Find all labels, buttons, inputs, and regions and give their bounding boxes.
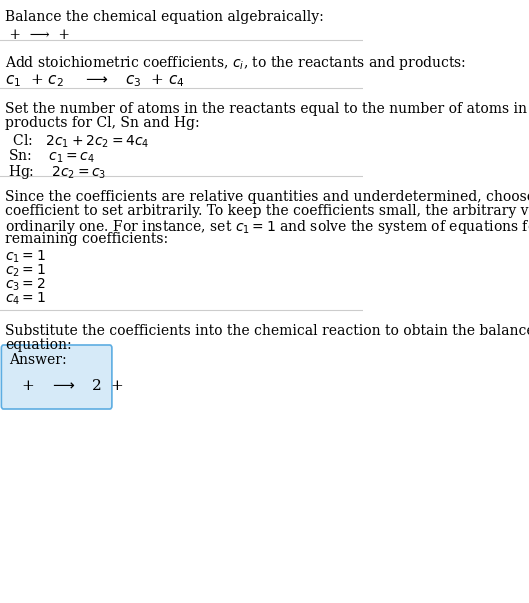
Text: Balance the chemical equation algebraically:: Balance the chemical equation algebraica… [5,10,324,24]
Text: Set the number of atoms in the reactants equal to the number of atoms in the: Set the number of atoms in the reactants… [5,102,529,116]
Text: remaining coefficients:: remaining coefficients: [5,232,169,246]
Text: Cl:   $2 c_1 + 2 c_2 = 4 c_4$: Cl: $2 c_1 + 2 c_2 = 4 c_4$ [8,133,150,150]
Text: $c_1 = 1$: $c_1 = 1$ [5,249,47,265]
Text: Since the coefficients are relative quantities and underdetermined, choose a: Since the coefficients are relative quan… [5,190,529,204]
Text: $c_2 = 1$: $c_2 = 1$ [5,263,47,279]
Text: Add stoichiometric coefficients, $c_i$, to the reactants and products:: Add stoichiometric coefficients, $c_i$, … [5,54,467,72]
Text: +   $\longrightarrow$   2  +: + $\longrightarrow$ 2 + [17,378,126,393]
Text: $c_1$  + $c_2$    $\longrightarrow$   $c_3$  + $c_4$: $c_1$ + $c_2$ $\longrightarrow$ $c_3$ + … [5,72,185,89]
Text: coefficient to set arbitrarily. To keep the coefficients small, the arbitrary va: coefficient to set arbitrarily. To keep … [5,204,529,218]
Text: Substitute the coefficients into the chemical reaction to obtain the balanced: Substitute the coefficients into the che… [5,324,529,338]
Text: Sn:    $c_1 = c_4$: Sn: $c_1 = c_4$ [8,148,95,165]
Text: +  ⟶  +: + ⟶ + [5,28,75,42]
Text: ordinarily one. For instance, set $c_1 = 1$ and solve the system of equations fo: ordinarily one. For instance, set $c_1 =… [5,218,529,236]
Text: equation:: equation: [5,338,72,352]
Text: $c_4 = 1$: $c_4 = 1$ [5,291,47,308]
FancyBboxPatch shape [2,345,112,409]
Text: $c_3 = 2$: $c_3 = 2$ [5,277,46,294]
Text: products for Cl, Sn and Hg:: products for Cl, Sn and Hg: [5,116,200,130]
Text: Hg:    $2 c_2 = c_3$: Hg: $2 c_2 = c_3$ [8,163,107,181]
Text: Answer:: Answer: [9,353,67,367]
